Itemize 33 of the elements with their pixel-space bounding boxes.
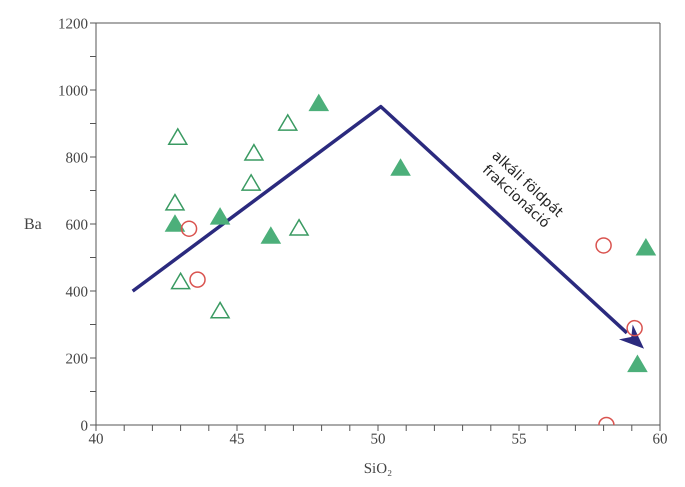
y-tick-label: 400 [66,284,88,300]
point [241,174,261,191]
x-tick-label: 45 [230,432,244,448]
point [309,94,329,112]
point [278,114,298,131]
point [289,218,309,236]
point [180,220,198,237]
point [636,238,656,256]
point [168,128,188,145]
x-axis-title: SiO₂ [364,461,392,477]
point [170,272,190,290]
y-tick-label: 800 [66,150,88,166]
point [165,214,185,232]
point [595,237,612,254]
y-tick-label: 0 [80,418,88,434]
y-tick-label: 600 [66,217,88,234]
x-tick-label: 60 [652,432,668,448]
y-axis-title: Ba [24,216,42,233]
y-tick-label: 200 [66,351,88,368]
y-tick-label: 1000 [58,83,88,100]
point [261,226,281,244]
point [390,158,410,176]
point [210,302,230,318]
x-tick-label: 40 [88,432,104,448]
point [210,208,230,225]
y-tick-label: 1200 [58,16,88,32]
point [626,320,643,336]
point [165,194,185,211]
point [244,144,264,161]
point [628,355,648,372]
x-tick-label: 50 [370,432,386,448]
x-tick-label: 55 [512,432,526,448]
point [189,271,206,288]
